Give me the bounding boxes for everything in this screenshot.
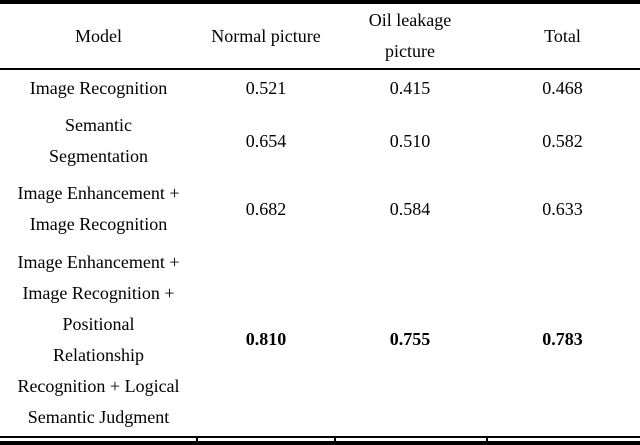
table-header: Model Normal picture Oil leakage picture… [0,4,640,70]
total-value: 0.468 [542,78,583,99]
model-cell: Image Enhancement + Image Recognition [17,183,180,235]
col-header-model: Model [0,4,197,70]
normal-picture-value: 0.654 [245,130,287,151]
column-border-tick [334,436,336,442]
table-body: Image Recognition 0.521 0.415 0.468 Sema… [0,69,640,438]
column-border-tick [486,436,488,442]
model-cell: Image Enhancement + Image Recognition + … [0,243,197,438]
col-header-total: Total [485,4,640,70]
total-value: 0.582 [542,130,583,151]
header-row: Model Normal picture Oil leakage picture… [0,4,640,70]
oil-leakage-value: 0.510 [389,130,431,151]
results-table: Model Normal picture Oil leakage picture… [0,4,640,438]
model-cell: Image Recognition [29,78,168,99]
col-header-oil-leakage-picture: Oil leakage picture [335,4,485,70]
table-row: Semantic Segmentation 0.654 0.510 0.582 [0,107,640,175]
normal-picture-value: 0.810 [197,243,335,438]
table-row: Image Enhancement + Image Recognition + … [0,243,640,438]
col-header-normal-picture: Normal picture [197,4,335,70]
oil-leakage-value: 0.755 [335,243,485,438]
total-value: 0.633 [542,198,583,219]
oil-leakage-value: 0.415 [389,78,431,99]
model-cell: Semantic Segmentation [49,115,148,167]
normal-picture-value: 0.521 [245,78,287,99]
table-row: Image Recognition 0.521 0.415 0.468 [0,69,640,107]
normal-picture-value: 0.682 [245,198,287,219]
table-row: Image Enhancement + Image Recognition 0.… [0,175,640,243]
column-border-tick [196,436,198,442]
oil-leakage-value: 0.584 [389,198,431,219]
total-value: 0.783 [485,243,640,438]
